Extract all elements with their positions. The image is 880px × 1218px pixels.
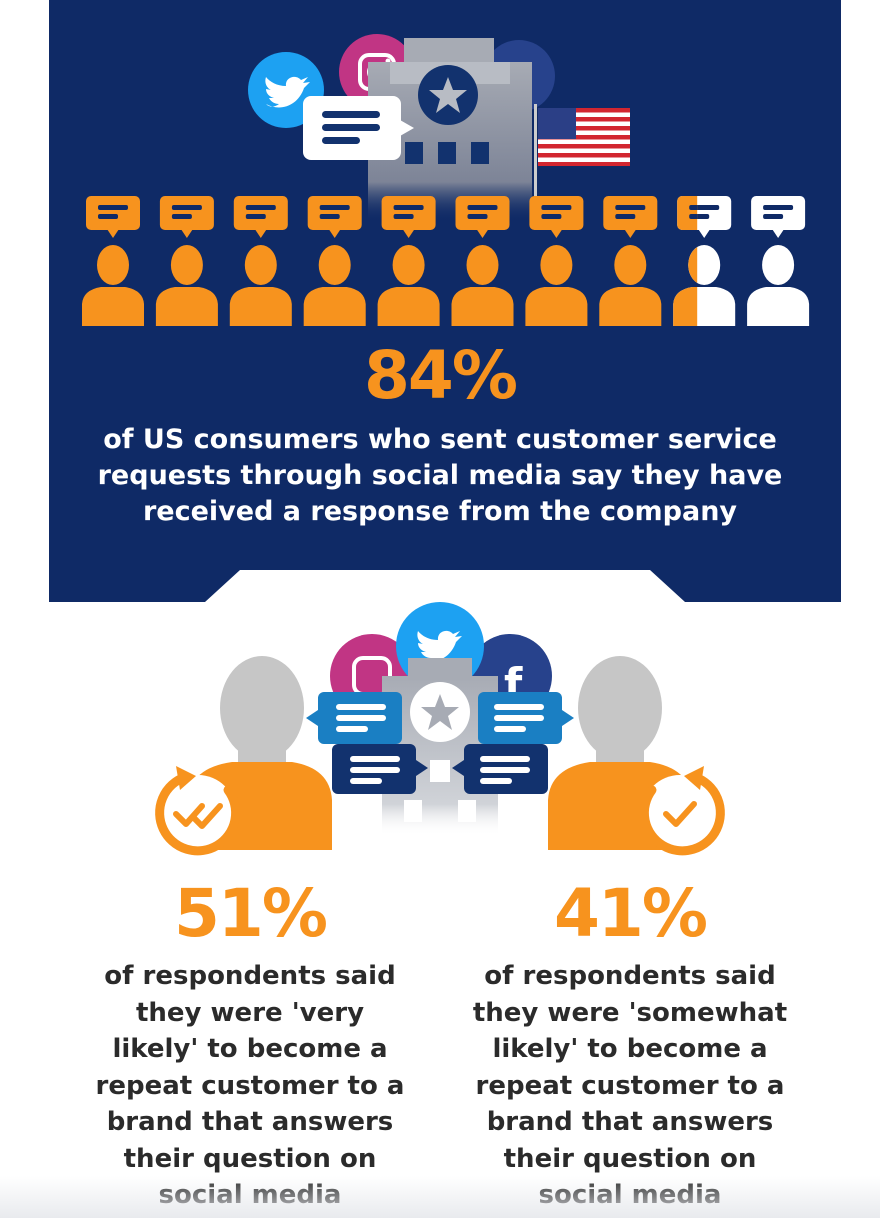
check-cycle-icon: [155, 766, 241, 856]
chat-bubble-icon: [452, 744, 548, 794]
person-icon: [303, 196, 366, 326]
right-stat-value: 41%: [554, 875, 708, 952]
bottom-fade: [0, 1176, 880, 1218]
top-illustration: f: [82, 34, 810, 326]
top-stat-description: of US consumers who sent customer servic…: [97, 424, 783, 527]
person-icon: [229, 196, 292, 326]
person-icon: [525, 196, 588, 326]
people-row: [82, 196, 810, 326]
bottom-illustration: f: [155, 570, 725, 856]
person-icon: [451, 196, 514, 326]
person-icon: [377, 196, 440, 326]
person-icon: [747, 196, 810, 326]
person-icon: [599, 196, 662, 326]
left-stat-description: of respondents said they were 'very like…: [95, 961, 405, 1210]
chat-bubble-icon: [303, 96, 414, 160]
person-icon: [673, 196, 736, 326]
person-icon: [82, 196, 144, 326]
left-stat-value: 51%: [174, 875, 328, 952]
chat-bubble-icon: [332, 744, 428, 794]
us-flag-icon: [534, 104, 630, 202]
chat-bubble-icon: [478, 692, 574, 744]
chat-bubble-icon: [306, 692, 402, 744]
top-stat-value: 84%: [364, 337, 518, 414]
person-icon: [155, 196, 218, 326]
panel-notch: [205, 570, 685, 602]
check-cycle-icon: [639, 766, 725, 856]
